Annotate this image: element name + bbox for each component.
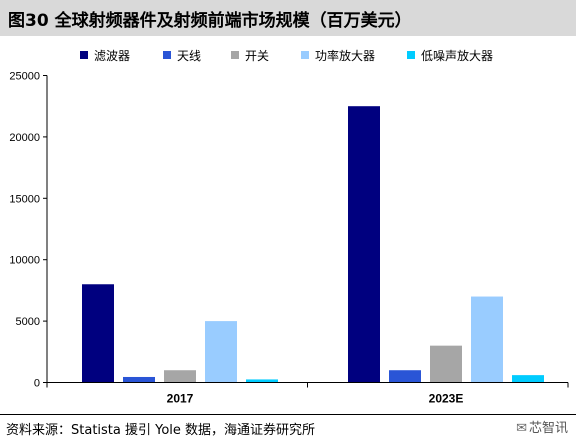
bars [82, 106, 544, 383]
bar-chart: 滤波器 天线 开关 功率放大器 低噪声放大器 0 5000 10000 15000 20000 2… [9, 48, 569, 406]
bar-低噪声放大器-2017 [246, 379, 278, 383]
bar-低噪声放大器-2023e [512, 375, 544, 383]
x-axis: 2017 2023E [46, 382, 569, 406]
wechat-icon: ✉ [516, 421, 527, 436]
legend-label-功率放大器: 功率放大器 [315, 48, 375, 63]
legend: 滤波器 天线 开关 功率放大器 低噪声放大器 [80, 48, 493, 63]
source-note: 资料来源：Statista 援引 Yole 数据，海通证券研究所 [6, 423, 316, 438]
legend-swatch-滤波器 [80, 51, 88, 59]
legend-swatch-功率放大器 [301, 51, 309, 59]
bar-功率放大器-2023e [471, 296, 503, 383]
y-tick-label: 25000 [9, 71, 40, 83]
bar-功率放大器-2017 [205, 321, 237, 383]
bar-天线-2023e [389, 370, 421, 383]
bar-滤波器-2017 [82, 284, 114, 383]
figure-title-bar: 图30 全球射频器件及射频前端市场规模（百万美元） [0, 0, 576, 36]
legend-label-低噪声放大器: 低噪声放大器 [421, 48, 493, 63]
x-tick-label-2017: 2017 [167, 392, 194, 406]
bar-天线-2017 [123, 376, 155, 383]
bar-滤波器-2023e [348, 106, 380, 383]
watermark: ✉ 芯智讯 [516, 417, 568, 436]
y-tick-label: 20000 [9, 132, 40, 144]
legend-label-天线: 天线 [177, 49, 201, 63]
watermark-text: 芯智讯 [528, 421, 568, 436]
legend-swatch-开关 [231, 51, 239, 59]
legend-swatch-天线 [163, 51, 171, 59]
bar-开关-2023e [430, 345, 462, 383]
legend-swatch-低噪声放大器 [407, 51, 415, 59]
y-tick-label: 0 [34, 378, 40, 390]
y-axis: 0 5000 10000 15000 20000 25000 [9, 71, 48, 390]
y-tick-label: 5000 [16, 316, 40, 328]
figure-title: 图30 全球射频器件及射频前端市场规模（百万美元） [8, 11, 412, 31]
y-tick-label: 15000 [9, 193, 40, 205]
source-bar: 资料来源：Statista 援引 Yole 数据，海通证券研究所 ✉ 芯智讯 [0, 414, 576, 440]
legend-label-滤波器: 滤波器 [94, 49, 130, 63]
bar-开关-2017 [164, 370, 196, 383]
y-tick-label: 10000 [9, 255, 40, 267]
legend-label-开关: 开关 [245, 49, 269, 63]
x-tick-label-2023e: 2023E [429, 392, 464, 406]
